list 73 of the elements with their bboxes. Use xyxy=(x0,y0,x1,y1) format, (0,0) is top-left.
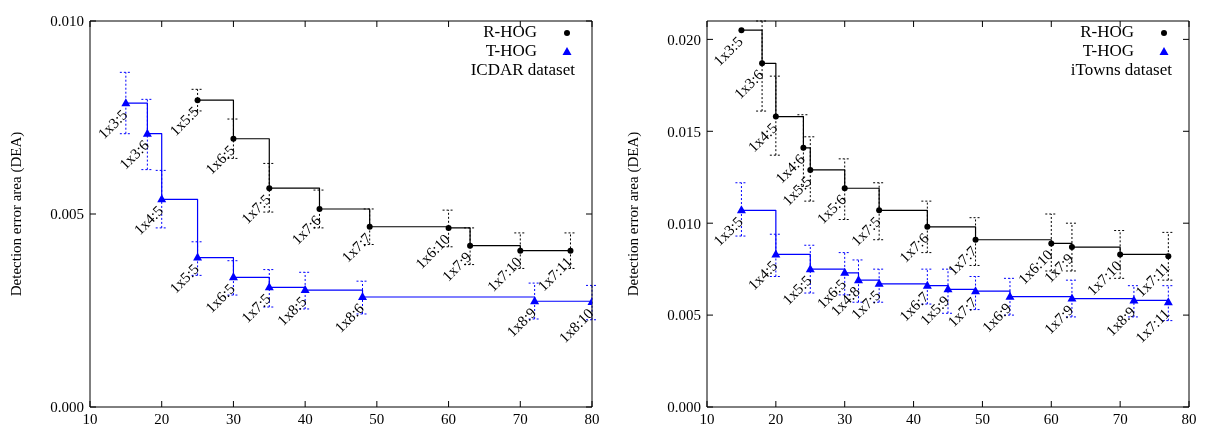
y-tick-label: 0.005 xyxy=(50,206,84,223)
point xyxy=(1165,253,1172,260)
point xyxy=(1117,251,1124,258)
point xyxy=(366,223,373,230)
x-tick-label: 60 xyxy=(1043,410,1059,427)
point xyxy=(972,236,979,243)
point xyxy=(1048,240,1055,247)
point xyxy=(759,60,766,67)
point xyxy=(805,264,815,273)
legend-label: R-HOG xyxy=(1080,22,1134,41)
x-tick-label: 30 xyxy=(837,410,853,427)
point xyxy=(517,247,524,254)
x-tick-label: 60 xyxy=(441,410,457,427)
x-tick-label: 50 xyxy=(369,410,385,427)
point xyxy=(971,286,981,295)
x-tick-label: 40 xyxy=(906,410,922,427)
point xyxy=(922,280,932,289)
point xyxy=(1005,291,1015,300)
x-tick-label: 30 xyxy=(225,410,241,427)
point xyxy=(467,242,474,249)
point xyxy=(121,98,131,107)
point xyxy=(924,223,931,230)
point xyxy=(853,275,863,284)
x-tick-label: 20 xyxy=(154,410,170,427)
point xyxy=(1067,293,1077,302)
point xyxy=(194,97,201,104)
point xyxy=(1068,244,1075,251)
y-axis-title: Detection error area (DEA) xyxy=(625,131,643,297)
point xyxy=(230,135,237,142)
x-tick-label: 10 xyxy=(82,410,98,427)
point xyxy=(738,27,745,34)
legend-label: T-HOG xyxy=(485,41,537,60)
y-tick-label: 0.010 xyxy=(50,13,84,30)
legend-label: R-HOG xyxy=(483,22,537,41)
x-tick-label: 80 xyxy=(584,410,600,427)
point xyxy=(193,252,203,261)
legend-label: T-HOG xyxy=(1082,41,1134,60)
point xyxy=(841,185,848,192)
y-tick-label: 0.020 xyxy=(667,31,701,48)
y-axis-title: Detection error area (DEA) xyxy=(8,131,26,297)
x-tick-label: 70 xyxy=(512,410,528,427)
point xyxy=(1163,297,1173,306)
point xyxy=(874,278,884,287)
point xyxy=(445,224,452,231)
point xyxy=(530,296,540,305)
x-tick-label: 20 xyxy=(768,410,784,427)
y-tick-label: 0.000 xyxy=(50,399,84,416)
point xyxy=(807,166,814,173)
point xyxy=(567,247,574,254)
point xyxy=(736,205,746,214)
x-tick-label: 50 xyxy=(974,410,990,427)
point xyxy=(264,282,274,291)
point xyxy=(772,113,779,120)
point xyxy=(157,194,167,203)
annotation: ICDAR dataset xyxy=(470,60,576,79)
point xyxy=(800,144,807,151)
point xyxy=(316,205,323,212)
x-tick-label: 40 xyxy=(297,410,313,427)
annotation: iTowns dataset xyxy=(1070,60,1173,79)
y-tick-label: 0.010 xyxy=(667,215,701,232)
point xyxy=(1129,295,1139,304)
y-tick-label: 0.005 xyxy=(667,307,701,324)
point xyxy=(876,207,883,214)
point xyxy=(142,128,152,137)
point xyxy=(228,272,238,281)
point xyxy=(300,285,310,294)
x-tick-label: 70 xyxy=(1112,410,1128,427)
point xyxy=(840,267,850,276)
x-tick-label: 80 xyxy=(1181,410,1197,427)
y-tick-label: 0.000 xyxy=(667,399,701,416)
point xyxy=(266,185,273,192)
x-tick-label: 10 xyxy=(699,410,715,427)
y-tick-label: 0.015 xyxy=(667,123,701,140)
